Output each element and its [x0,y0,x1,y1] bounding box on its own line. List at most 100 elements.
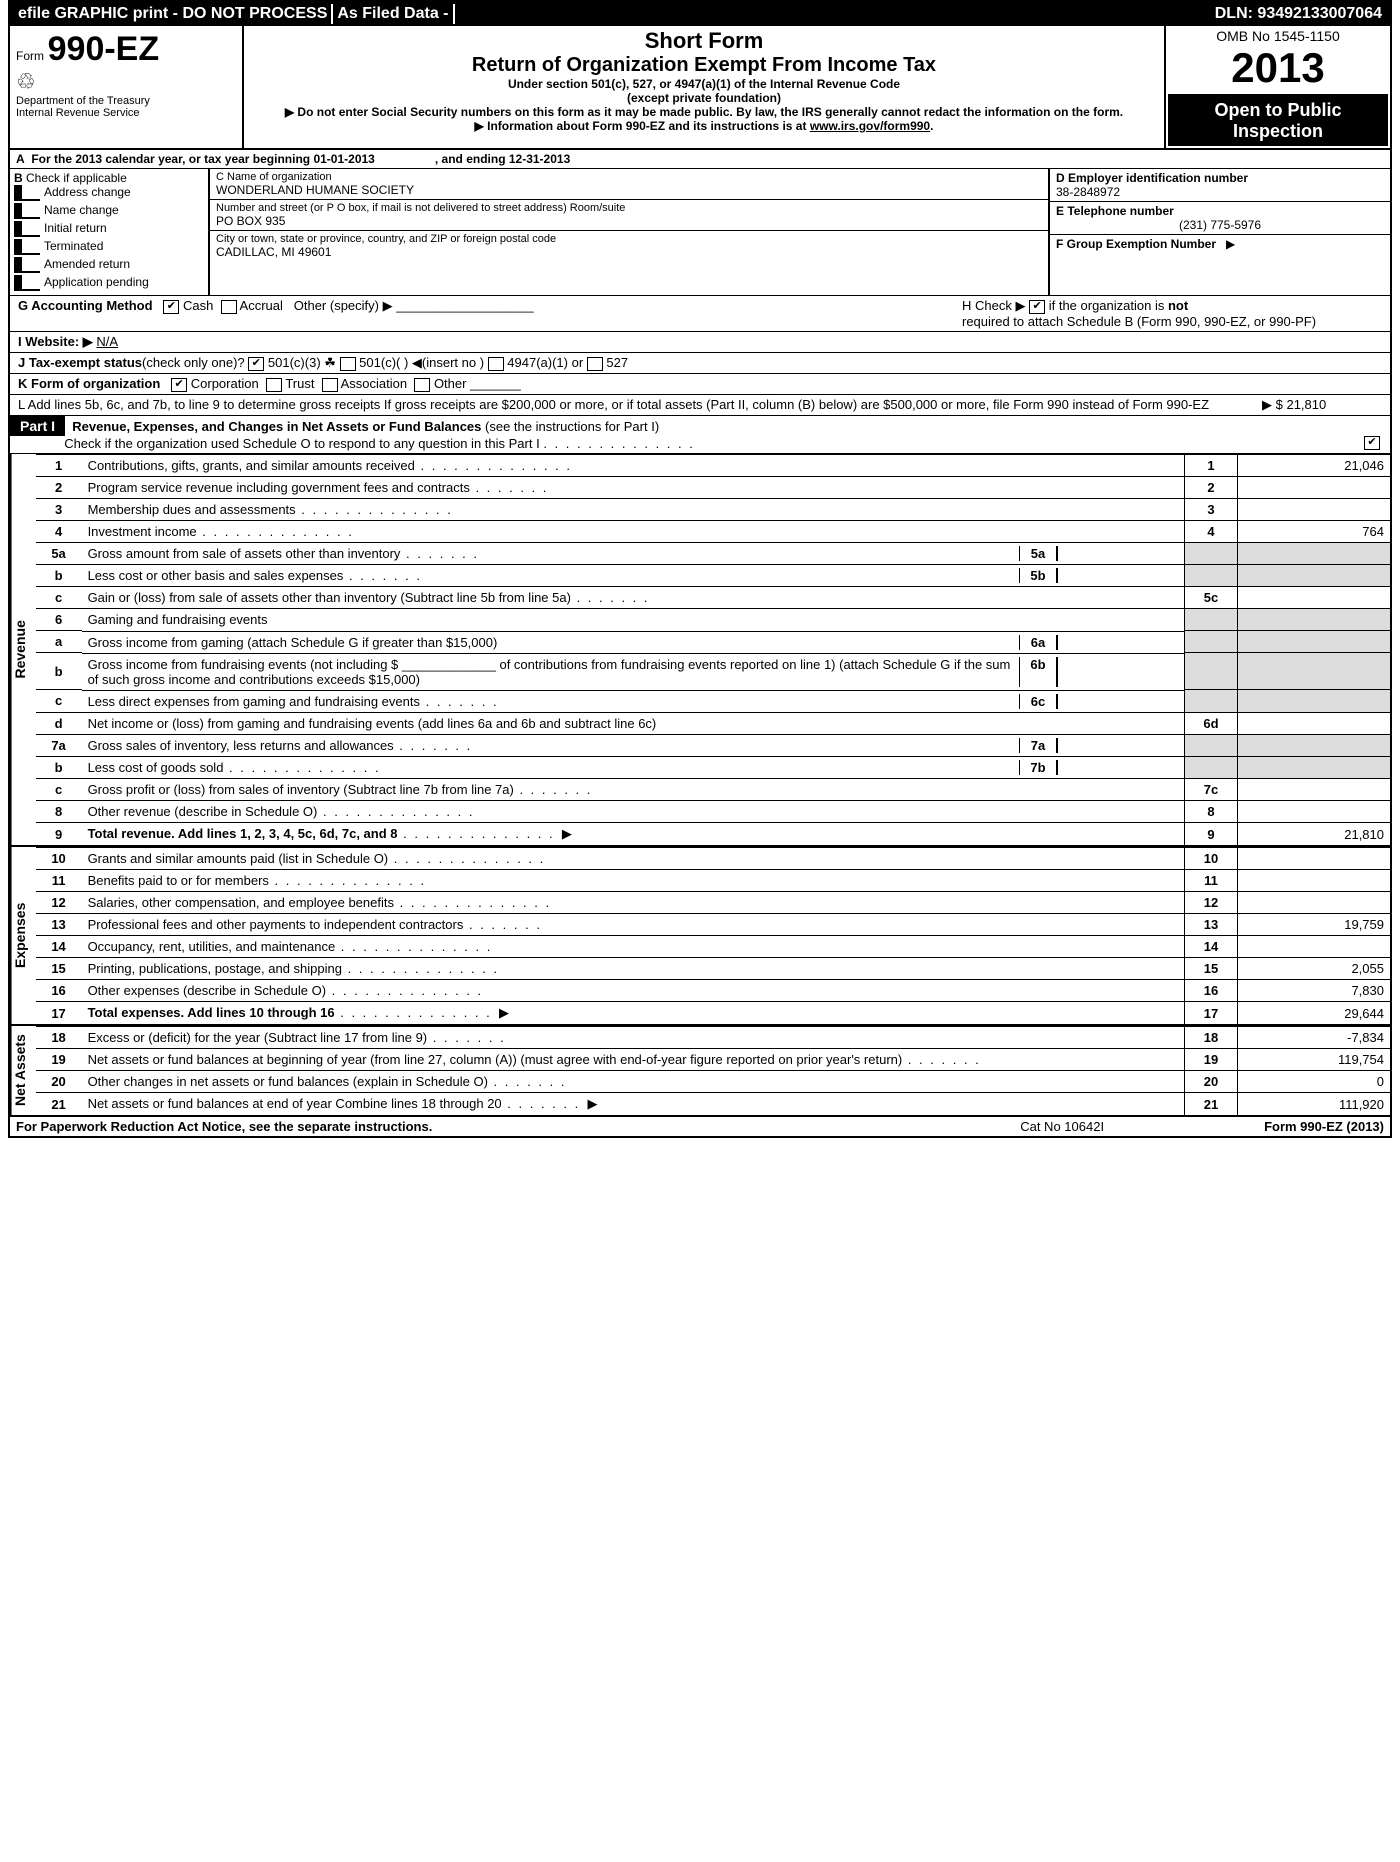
check-application-pending[interactable]: Application pending [14,275,204,291]
checkbox-icon [14,185,40,201]
form-prefix: Form [16,49,44,63]
table-row: 4Investment income4764 [36,520,1390,542]
ein: 38-2848972 [1056,185,1120,199]
ein-label: D Employer identification number [1056,171,1248,185]
gross-receipts: $ 21,810 [1276,397,1327,412]
table-row: 6Gaming and fundraising events [36,609,1390,631]
checkbox-accrual[interactable] [221,300,237,314]
checkbox-schedule-b[interactable] [1029,300,1045,314]
table-row: 7aGross sales of inventory, less returns… [36,734,1390,756]
group-label: F Group Exemption Number [1056,237,1216,251]
phone-label: E Telephone number [1056,204,1174,218]
table-row: dNet income or (loss) from gaming and fu… [36,712,1390,734]
dln-label: DLN: [1215,5,1253,22]
checkbox-association[interactable] [322,378,338,392]
city-label: City or town, state or province, country… [216,233,1042,245]
table-row: bGross income from fundraising events (n… [36,653,1390,690]
line-l: L Add lines 5b, 6c, and 7b, to line 9 to… [10,395,1390,416]
line-g-h: G Accounting Method Cash Accrual Other (… [10,296,1390,332]
checkbox-4947[interactable] [488,357,504,371]
checkbox-other[interactable] [414,378,430,392]
org-name: WONDERLAND HUMANE SOCIETY [216,183,1042,197]
table-row: aGross income from gaming (attach Schedu… [36,631,1390,653]
netassets-table: 18Excess or (deficit) for the year (Subt… [36,1026,1390,1115]
line-a: A For the 2013 calendar year, or tax yea… [10,150,1390,169]
dln: DLN: 93492133007064 [1211,4,1386,24]
short-form: Short Form [250,28,1158,54]
header: Form 990-EZ ♲ Department of the Treasury… [10,26,1390,150]
table-row: 18Excess or (deficit) for the year (Subt… [36,1027,1390,1049]
check-terminated[interactable]: Terminated [14,239,204,255]
check-initial-return[interactable]: Initial return [14,221,204,237]
checkbox-527[interactable] [587,357,603,371]
expenses-label: Expenses [10,847,36,1024]
open-to-public: Open to Public Inspection [1168,96,1388,146]
paperwork-notice: For Paperwork Reduction Act Notice, see … [16,1119,432,1134]
website-value: N/A [96,334,118,349]
checkbox-501c3[interactable] [248,357,264,371]
check-amended[interactable]: Amended return [14,257,204,273]
form-title: Return of Organization Exempt From Incom… [250,54,1158,77]
table-row: 12Salaries, other compensation, and empl… [36,892,1390,914]
omb-number: OMB No 1545-1150 [1168,28,1388,44]
table-row: 17Total expenses. Add lines 10 through 1… [36,1002,1390,1025]
table-row: 11Benefits paid to or for members11 [36,870,1390,892]
check-name-change[interactable]: Name change [14,203,204,219]
checkbox-icon [14,257,40,273]
page-footer: For Paperwork Reduction Act Notice, see … [10,1115,1390,1136]
header-left: Form 990-EZ ♲ Department of the Treasury… [10,26,244,148]
table-row: 8Other revenue (describe in Schedule O)8 [36,801,1390,823]
irs-link[interactable]: www.irs.gov/form990 [810,119,930,133]
checkbox-schedule-o[interactable] [1364,436,1380,450]
line-i: I Website: ▶ N/A [10,332,1390,353]
dln-value: 93492133007064 [1257,5,1382,22]
expenses-table: 10Grants and similar amounts paid (list … [36,847,1390,1024]
line-k: K Form of organization Corporation Trust… [10,374,1390,395]
line-j: J Tax-exempt status(check only one)? 501… [10,353,1390,374]
check-address-change[interactable]: Address change [14,185,204,201]
form-number: 990-EZ [48,30,160,68]
header-center: Short Form Return of Organization Exempt… [244,26,1164,148]
checkbox-corporation[interactable] [171,378,187,392]
efile-label: efile GRAPHIC print - DO NOT PROCESS [14,4,331,24]
form-footer: Form 990-EZ (2013) [1264,1119,1384,1134]
dept-2: Internal Revenue Service [16,107,236,119]
section-b: B Check if applicable Address change Nam… [10,169,210,295]
as-filed-label: As Filed Data - [331,4,454,24]
revenue-table: 1Contributions, gifts, grants, and simil… [36,454,1390,846]
table-row: 19Net assets or fund balances at beginni… [36,1049,1390,1071]
expenses-section: Expenses 10Grants and similar amounts pa… [10,845,1390,1024]
checkbox-501c[interactable] [340,357,356,371]
table-row: 9Total revenue. Add lines 1, 2, 3, 4, 5c… [36,823,1390,846]
table-row: 21Net assets or fund balances at end of … [36,1093,1390,1116]
subtitle-1: Under section 501(c), 527, or 4947(a)(1)… [250,77,1158,91]
section-c: C Name of organization WONDERLAND HUMANE… [210,169,1050,295]
city: CADILLAC, MI 49601 [216,245,1042,259]
table-row: 20Other changes in net assets or fund ba… [36,1071,1390,1093]
arrow-icon: ▶ [1226,237,1235,251]
top-bar: efile GRAPHIC print - DO NOT PROCESS As … [10,2,1390,26]
table-row: 14Occupancy, rent, utilities, and mainte… [36,936,1390,958]
addr-label: Number and street (or P O box, if mail i… [216,202,1042,214]
entity-block: B Check if applicable Address change Nam… [10,169,1390,296]
table-row: 10Grants and similar amounts paid (list … [36,848,1390,870]
addr: PO BOX 935 [216,214,1042,228]
subtitle-2: (except private foundation) [250,91,1158,105]
netassets-label: Net Assets [10,1026,36,1115]
part-i-header: Part I Revenue, Expenses, and Changes in… [10,416,1390,454]
checkbox-icon [14,239,40,255]
table-row: cLess direct expenses from gaming and fu… [36,690,1390,713]
revenue-label: Revenue [10,454,36,846]
subtitle-4: ▶ Information about Form 990-EZ and its … [250,119,1158,133]
table-row: bLess cost of goods sold7b [36,756,1390,779]
catalog-number: Cat No 10642I [1020,1119,1104,1134]
phone: (231) 775-5976 [1056,218,1384,232]
part-label: Part I [10,416,65,436]
checkbox-icon [14,203,40,219]
checkbox-icon [14,275,40,291]
revenue-section: Revenue 1Contributions, gifts, grants, a… [10,454,1390,846]
form-page: efile GRAPHIC print - DO NOT PROCESS As … [8,0,1392,1138]
table-row: 16Other expenses (describe in Schedule O… [36,980,1390,1002]
checkbox-trust[interactable] [266,378,282,392]
checkbox-cash[interactable] [163,300,179,314]
